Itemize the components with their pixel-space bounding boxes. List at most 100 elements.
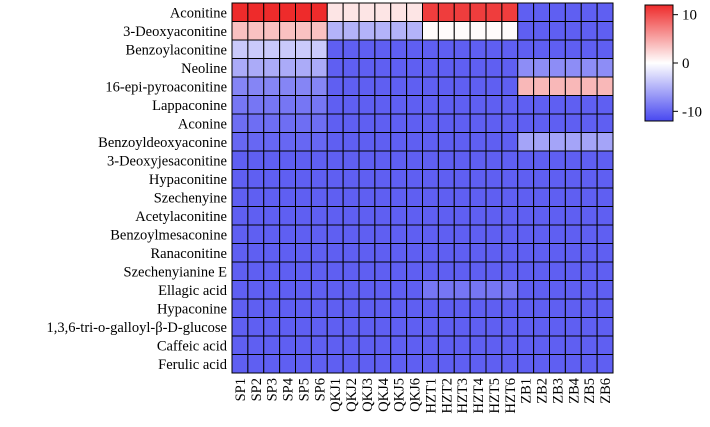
heatmap-cell-2-23: [596, 39, 614, 59]
heatmap-cell-12-6: [326, 224, 344, 244]
row-label: Ferulic acid: [158, 357, 228, 373]
heatmap-cell-11-11: [406, 206, 424, 226]
heatmap-cell-15-10: [390, 280, 408, 300]
heatmap-cell-7-17: [501, 132, 519, 152]
heatmap-cell-12-8: [358, 224, 376, 244]
heatmap-cell-9-22: [580, 169, 598, 189]
heatmap-cell-10-1: [247, 187, 265, 207]
colorbar-tick-label: 10: [682, 8, 697, 24]
heatmap-cell-0-11: [406, 2, 424, 22]
heatmap-cell-6-4: [295, 113, 312, 133]
heatmap-cell-7-16: [485, 132, 503, 152]
heatmap-cell-3-12: [422, 58, 439, 78]
heatmap-cell-19-14: [453, 354, 471, 374]
heatmap-cell-18-0: [231, 335, 249, 355]
heatmap-cell-8-6: [326, 150, 344, 170]
heatmap-cell-5-4: [295, 95, 312, 115]
heatmap-cell-12-10: [390, 224, 408, 244]
heatmap-cell-7-9: [374, 132, 392, 152]
heatmap-cell-15-23: [596, 280, 614, 300]
heatmap-cell-16-10: [390, 298, 408, 318]
heatmap-cell-14-15: [469, 261, 487, 281]
heatmap-cell-6-5: [310, 113, 328, 133]
column-label: QKJ1: [328, 378, 344, 412]
heatmap-cell-13-18: [517, 243, 535, 263]
heatmap-cell-17-17: [501, 317, 519, 337]
heatmap-cell-0-4: [295, 2, 312, 22]
heatmap-cell-19-12: [422, 354, 439, 374]
heatmap-cell-5-20: [549, 95, 566, 115]
heatmap-cell-19-1: [247, 354, 265, 374]
heatmap-cell-0-15: [469, 2, 487, 22]
heatmap-cell-18-4: [295, 335, 312, 355]
heatmap-cell-0-19: [533, 2, 551, 22]
row-label: Caffeic acid: [157, 338, 228, 354]
heatmap-cell-2-8: [358, 39, 376, 59]
heatmap-cell-17-0: [231, 317, 249, 337]
heatmap-cell-18-16: [485, 335, 503, 355]
heatmap-cell-6-23: [596, 113, 614, 133]
heatmap-cell-11-23: [596, 206, 614, 226]
row-labels: Aconitine 3-Deoxyaconitine Benzoylaconitin…: [46, 5, 227, 373]
heatmap-cell-2-21: [564, 39, 582, 59]
heatmap-cell-9-9: [374, 169, 392, 189]
heatmap-cell-0-2: [263, 2, 281, 22]
row-label: Benzoylmesaconine: [110, 227, 227, 243]
heatmap-cell-16-12: [422, 298, 439, 318]
heatmap-cell-18-5: [310, 335, 328, 355]
row-label: Szechenyianine E: [124, 264, 228, 280]
heatmap-cell-5-9: [374, 95, 392, 115]
heatmap-cell-3-15: [469, 58, 487, 78]
heatmap-cell-1-15: [469, 21, 487, 41]
colorbar-ticks: 10 0 -10: [673, 8, 702, 120]
heatmap-cell-1-11: [406, 21, 424, 41]
row-label: 3-Deoxyjesaconitine: [107, 153, 227, 169]
heatmap-cell-18-19: [533, 335, 551, 355]
heatmap-cell-19-15: [469, 354, 487, 374]
heatmap-cell-1-2: [263, 21, 281, 41]
heatmap-cell-4-17: [501, 76, 519, 96]
heatmap-cell-2-12: [422, 39, 439, 59]
heatmap-cell-1-23: [596, 21, 614, 41]
heatmap-cell-16-3: [279, 298, 297, 318]
heatmap-cell-19-8: [358, 354, 376, 374]
heatmap-cell-5-0: [231, 95, 249, 115]
heatmap-cell-11-5: [310, 206, 328, 226]
heatmap-cell-18-23: [596, 335, 614, 355]
column-label: ZB4: [566, 377, 582, 404]
heatmap-cell-1-5: [310, 21, 328, 41]
heatmap-cell-17-20: [549, 317, 566, 337]
heatmap-cell-16-11: [406, 298, 424, 318]
heatmap-cell-11-2: [263, 206, 281, 226]
column-label: ZB3: [550, 378, 566, 404]
heatmap-cell-7-10: [390, 132, 408, 152]
column-labels: SP1 SP2 SP3 SP4 SP5 SP6 QKJ1 QKJ2 QKJ3 QKJ4 QKJ5 QK…: [233, 377, 614, 413]
heatmap-cell-12-7: [342, 224, 360, 244]
heatmap-cell-4-16: [485, 76, 503, 96]
heatmap-cell-5-16: [485, 95, 503, 115]
heatmap-cell-2-7: [342, 39, 360, 59]
heatmap-cell-1-4: [295, 21, 312, 41]
heatmap-cell-14-8: [358, 261, 376, 281]
heatmap-cell-12-3: [279, 224, 297, 244]
heatmap-cell-0-13: [437, 2, 455, 22]
heatmap-cell-8-23: [596, 150, 614, 170]
heatmap-cell-9-16: [485, 169, 503, 189]
heatmap-cell-13-15: [469, 243, 487, 263]
heatmap-cell-1-0: [231, 21, 249, 41]
heatmap-cell-8-8: [358, 150, 376, 170]
heatmap-cell-8-17: [501, 150, 519, 170]
heatmap-cell-3-14: [453, 58, 471, 78]
heatmap-cell-9-3: [279, 169, 297, 189]
heatmap-cell-11-12: [422, 206, 439, 226]
heatmap-cell-5-12: [422, 95, 439, 115]
heatmap-cell-18-6: [326, 335, 344, 355]
heatmap-cell-5-18: [517, 95, 535, 115]
heatmap-cell-9-18: [517, 169, 535, 189]
heatmap-cell-13-14: [453, 243, 471, 263]
heatmap-cell-0-21: [564, 2, 582, 22]
heatmap-cell-11-0: [231, 206, 249, 226]
heatmap-cell-0-23: [596, 2, 614, 22]
column-label: HZT6: [503, 378, 519, 413]
heatmap-cell-7-1: [247, 132, 265, 152]
